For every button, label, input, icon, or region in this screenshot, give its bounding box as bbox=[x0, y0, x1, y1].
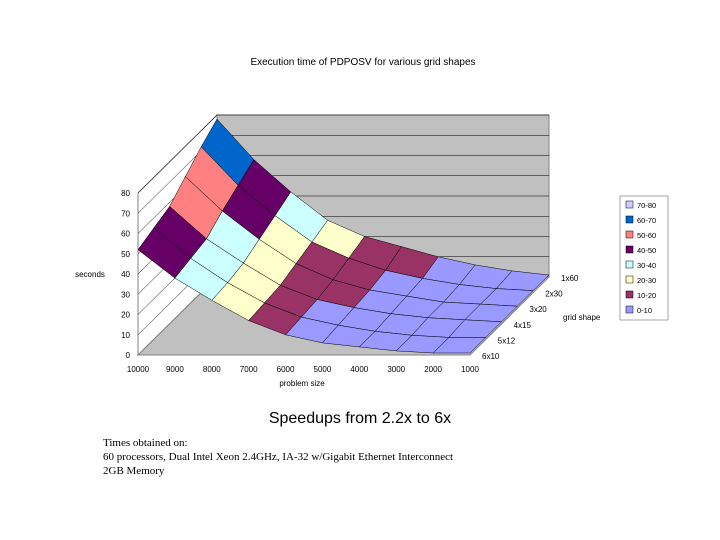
y-tick-label: 1x60 bbox=[561, 274, 579, 283]
legend-swatch bbox=[625, 230, 634, 239]
notes-line-1: Times obtained on: bbox=[103, 437, 188, 449]
chart-title: Execution time of PDPOSV for various gri… bbox=[250, 57, 475, 68]
legend-label: 30-40 bbox=[637, 261, 656, 270]
surface-chart: Execution time of PDPOSV for various gri… bbox=[75, 57, 669, 388]
legend-label: 40-50 bbox=[637, 246, 656, 255]
x-tick-label: 3000 bbox=[387, 365, 405, 374]
y-tick-label: 3x20 bbox=[529, 305, 547, 314]
legend-label: 60-70 bbox=[637, 216, 656, 225]
legend-swatch bbox=[625, 215, 634, 224]
legend-box bbox=[619, 195, 669, 321]
chart-axes: 0 10 20 30 40 50 60 70 80 10000 9000 8000 7000 6000 50… bbox=[75, 189, 601, 388]
x-tick-label: 1000 bbox=[461, 365, 479, 374]
x-tick-label: 7000 bbox=[240, 365, 258, 374]
notes: Times obtained on: 60 processors, Dual I… bbox=[103, 436, 453, 478]
legend-label: 10-20 bbox=[637, 291, 656, 300]
legend-label: 0-10 bbox=[637, 306, 652, 315]
legend-swatch bbox=[625, 260, 634, 269]
x-tick-label: 9000 bbox=[166, 365, 184, 374]
x-axis-label: problem size bbox=[279, 379, 325, 388]
z-tick-label: 20 bbox=[121, 311, 130, 320]
z-tick-label: 70 bbox=[121, 209, 130, 218]
z-axis-label: seconds bbox=[75, 270, 105, 279]
y-tick-label: 6x10 bbox=[482, 352, 500, 361]
notes-line-3: 2GB Memory bbox=[103, 465, 165, 477]
z-tick-label: 40 bbox=[121, 270, 130, 279]
x-tick-label: 4000 bbox=[350, 365, 368, 374]
surface-plot bbox=[137, 118, 550, 354]
z-tick-label: 50 bbox=[121, 250, 130, 259]
x-tick-label: 6000 bbox=[277, 365, 295, 374]
x-tick-label: 8000 bbox=[203, 365, 221, 374]
legend-swatch bbox=[625, 305, 634, 314]
y-tick-label: 5x12 bbox=[498, 336, 516, 345]
legend-swatch bbox=[625, 275, 634, 284]
legend-swatch bbox=[625, 200, 634, 209]
legend-label: 20-30 bbox=[637, 276, 656, 285]
z-tick-label: 80 bbox=[121, 189, 130, 198]
notes-line-2: 60 processors, Dual Intel Xeon 2.4GHz, I… bbox=[103, 451, 454, 463]
surface-cell bbox=[432, 337, 487, 354]
x-tick-label: 10000 bbox=[127, 365, 150, 374]
legend: 70-80 60-70 50-60 40-50 30-40 20-30 10-20 0-10 bbox=[619, 195, 669, 321]
x-tick-label: 2000 bbox=[424, 365, 442, 374]
y-axis-label: grid shape bbox=[563, 313, 601, 322]
z-tick-label: 0 bbox=[126, 351, 131, 360]
z-tick-label: 10 bbox=[121, 331, 130, 340]
speedup-caption: Speedups from 2.2x to 6x bbox=[268, 410, 452, 427]
x-tick-label: 5000 bbox=[314, 365, 332, 374]
gridline-side bbox=[137, 114, 218, 194]
y-tick-label: 2x30 bbox=[545, 290, 563, 299]
z-tick-label: 60 bbox=[121, 230, 130, 239]
legend-swatch bbox=[625, 245, 634, 254]
y-tick-label: 4x15 bbox=[514, 321, 532, 330]
legend-label: 70-80 bbox=[637, 201, 656, 210]
legend-label: 50-60 bbox=[637, 231, 656, 240]
legend-swatch bbox=[625, 290, 634, 299]
z-tick-label: 30 bbox=[121, 290, 130, 299]
